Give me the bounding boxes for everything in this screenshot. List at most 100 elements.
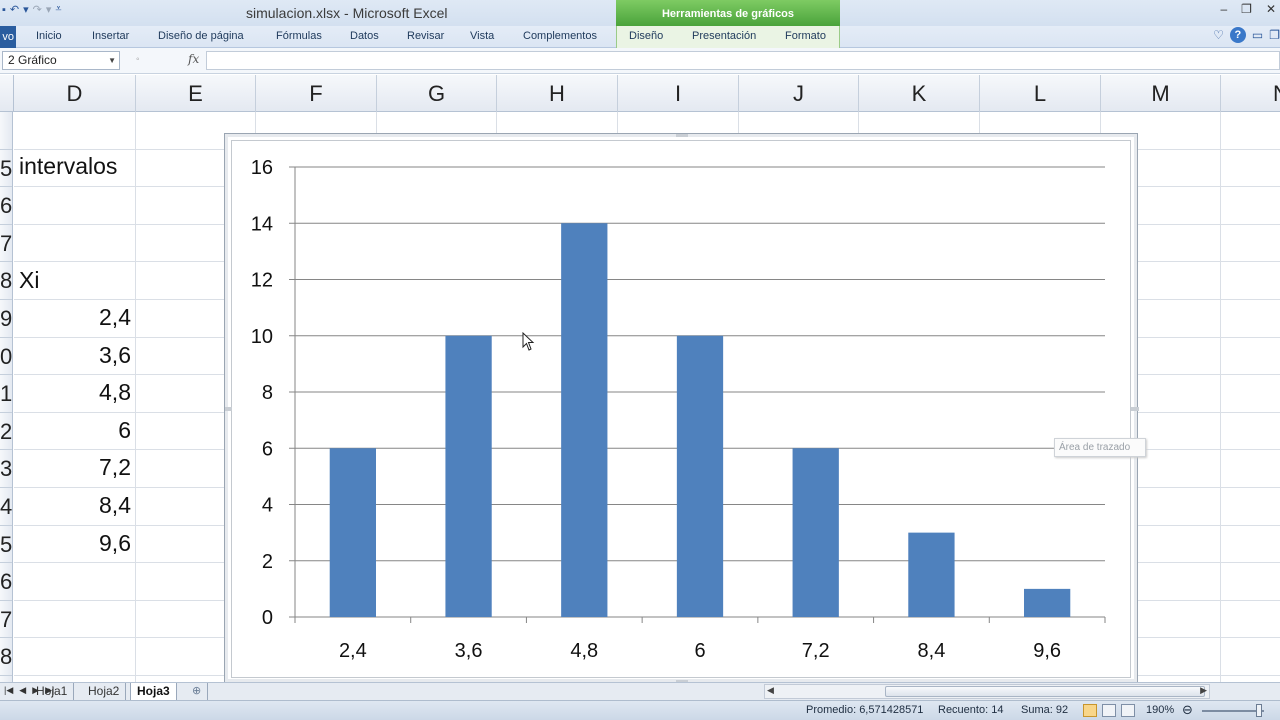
chart-svg[interactable]: 0 2 4 6 8 10 12 14 16 2,4 3,6 4,8 6 7,2 8,4 9,6 bbox=[225, 134, 1139, 684]
window-title: simulacion.xlsx - Microsoft Excel bbox=[246, 5, 448, 21]
x-tick-label: 4,8 bbox=[570, 640, 598, 662]
sheet-tab-hoja1[interactable]: Hoja1 bbox=[30, 683, 75, 700]
namebox-splitter-icon: ◦ bbox=[136, 54, 140, 65]
save-icon[interactable]: ▪ bbox=[2, 3, 6, 16]
quick-access-toolbar: ▪ ↶ ▾ ↷ ▾ ⩡ bbox=[2, 3, 62, 16]
cell-xi-value[interactable]: 6 bbox=[118, 416, 131, 443]
chevron-down-icon[interactable]: ▼ bbox=[108, 56, 116, 65]
insert-sheet-icon[interactable]: ⊕ bbox=[186, 683, 209, 700]
zoom-slider[interactable] bbox=[1202, 710, 1264, 712]
chart-bar bbox=[445, 335, 492, 617]
column-header-n[interactable]: N bbox=[1221, 75, 1280, 112]
zoom-out-icon[interactable]: ⊖ bbox=[1182, 702, 1193, 717]
y-tick-label: 8 bbox=[262, 382, 273, 404]
row-header[interactable]: 8 bbox=[0, 638, 12, 676]
zoom-level[interactable]: 190% bbox=[1146, 704, 1175, 716]
column-header-m[interactable]: M bbox=[1101, 75, 1221, 112]
row-header[interactable]: 9 bbox=[0, 300, 12, 338]
tab-presentacion[interactable]: Presentación bbox=[692, 30, 757, 42]
row-header[interactable]: 0 bbox=[0, 338, 12, 376]
name-box[interactable]: 2 Gráfico ▼ bbox=[2, 51, 120, 70]
zoom-slider-thumb[interactable] bbox=[1256, 704, 1262, 717]
sheet-tab-hoja2[interactable]: Hoja2 bbox=[82, 683, 127, 700]
column-header-g[interactable]: G bbox=[377, 75, 497, 112]
tab-formato[interactable]: Formato bbox=[785, 30, 826, 42]
row-header[interactable]: 5 bbox=[0, 526, 12, 564]
normal-view-icon[interactable] bbox=[1083, 704, 1097, 717]
y-tick-label: 12 bbox=[251, 270, 273, 292]
row-header[interactable]: 6 bbox=[0, 563, 12, 601]
row-header[interactable]: 8 bbox=[0, 262, 12, 300]
cell-xi-value[interactable]: 2,4 bbox=[99, 304, 131, 330]
row-header[interactable]: 5 bbox=[0, 150, 12, 188]
restore-window-icon[interactable]: ❐ bbox=[1269, 28, 1280, 42]
column-header-k[interactable]: K bbox=[859, 75, 980, 112]
page-layout-view-icon[interactable] bbox=[1102, 704, 1116, 717]
tab-insertar[interactable]: Insertar bbox=[92, 30, 130, 42]
restore-icon[interactable]: ❐ bbox=[1241, 2, 1252, 16]
tab-complementos[interactable]: Complementos bbox=[523, 30, 597, 42]
next-sheet-icon[interactable]: ▶ bbox=[32, 685, 40, 695]
column-header-i[interactable]: I bbox=[618, 75, 739, 112]
minimize-icon[interactable]: – bbox=[1220, 2, 1228, 16]
prev-sheet-icon[interactable]: ◀ bbox=[19, 685, 27, 695]
row-header[interactable]: 2 bbox=[0, 413, 12, 451]
help-icon[interactable]: ? bbox=[1229, 27, 1246, 43]
sheet-tab-hoja3[interactable]: Hoja3 bbox=[130, 683, 177, 700]
row-header[interactable]: 1 bbox=[0, 375, 12, 413]
column-header-d[interactable]: D bbox=[14, 75, 136, 112]
scrollbar-thumb[interactable] bbox=[885, 686, 1205, 697]
minimize-window-icon[interactable]: ▭ bbox=[1251, 28, 1264, 42]
row-header[interactable] bbox=[0, 112, 12, 150]
x-tick-label: 3,6 bbox=[455, 640, 483, 662]
tab-inicio[interactable]: Inicio bbox=[36, 30, 62, 42]
last-sheet-icon[interactable]: ▶| bbox=[45, 685, 55, 695]
scroll-right-icon[interactable]: ▶ bbox=[1200, 685, 1207, 695]
cell-xi-value[interactable]: 8,4 bbox=[99, 492, 131, 518]
x-tick-label: 9,6 bbox=[1033, 640, 1061, 662]
dropdown-icon[interactable]: ▾ bbox=[45, 4, 52, 16]
scroll-left-icon[interactable]: ◀ bbox=[767, 685, 774, 695]
tab-diseno-pagina[interactable]: Diseño de página bbox=[158, 30, 244, 42]
close-icon[interactable]: ✕ bbox=[1265, 2, 1276, 16]
dropdown-icon[interactable]: ▾ bbox=[23, 4, 29, 16]
row-header[interactable]: 4 bbox=[0, 488, 12, 526]
select-all-corner[interactable] bbox=[0, 75, 14, 112]
insert-function-icon[interactable]: fx bbox=[188, 52, 200, 66]
y-tick-label: 6 bbox=[262, 438, 273, 460]
status-count: Recuento: 14 bbox=[938, 704, 1004, 716]
cell-xi-value[interactable]: 7,2 bbox=[99, 454, 131, 481]
tab-datos[interactable]: Datos bbox=[350, 30, 379, 42]
customize-qat-icon[interactable]: ⩡ bbox=[55, 3, 62, 15]
column-header-j[interactable]: J bbox=[739, 75, 859, 112]
tab-diseno[interactable]: Diseño bbox=[629, 30, 664, 42]
tab-revisar[interactable]: Revisar bbox=[407, 30, 445, 42]
chart-object[interactable]: 0 2 4 6 8 10 12 14 16 2,4 3,6 4,8 6 7,2 8,4 9,6 bbox=[224, 133, 1139, 684]
tab-vista[interactable]: Vista bbox=[470, 30, 495, 42]
row-header[interactable]: 7 bbox=[0, 601, 12, 639]
page-break-view-icon[interactable] bbox=[1121, 704, 1135, 717]
tab-file[interactable]: vo bbox=[0, 26, 16, 48]
row-header[interactable]: 6 bbox=[0, 187, 12, 225]
cell-xi-value[interactable]: 3,6 bbox=[99, 341, 131, 368]
row-header[interactable]: 3 bbox=[0, 450, 12, 488]
column-gridline bbox=[135, 112, 136, 682]
column-header-l[interactable]: L bbox=[980, 75, 1101, 112]
cell-xi[interactable]: Xi bbox=[19, 267, 40, 293]
redo-icon[interactable]: ↷ bbox=[32, 4, 42, 16]
horizontal-scrollbar[interactable]: ◀ ▶ bbox=[764, 684, 1210, 699]
formula-input[interactable] bbox=[206, 51, 1280, 70]
column-header-h[interactable]: H bbox=[497, 75, 618, 112]
cell-xi-value[interactable]: 9,6 bbox=[99, 529, 131, 556]
undo-icon[interactable]: ↶ bbox=[9, 4, 20, 16]
row-header[interactable]: 7 bbox=[0, 225, 12, 263]
first-sheet-icon[interactable]: |◀ bbox=[4, 685, 14, 695]
tab-formulas[interactable]: Fórmulas bbox=[276, 30, 322, 42]
resize-handle bbox=[676, 134, 688, 137]
collapse-ribbon-icon[interactable]: ♡ bbox=[1213, 28, 1224, 42]
cell-intervalos[interactable]: intervalos bbox=[19, 153, 118, 179]
cell-xi-value[interactable]: 4,8 bbox=[99, 379, 131, 406]
column-header-e[interactable]: E bbox=[136, 75, 256, 112]
column-header-f[interactable]: F bbox=[256, 75, 377, 112]
x-tick-label: 6 bbox=[694, 640, 705, 662]
